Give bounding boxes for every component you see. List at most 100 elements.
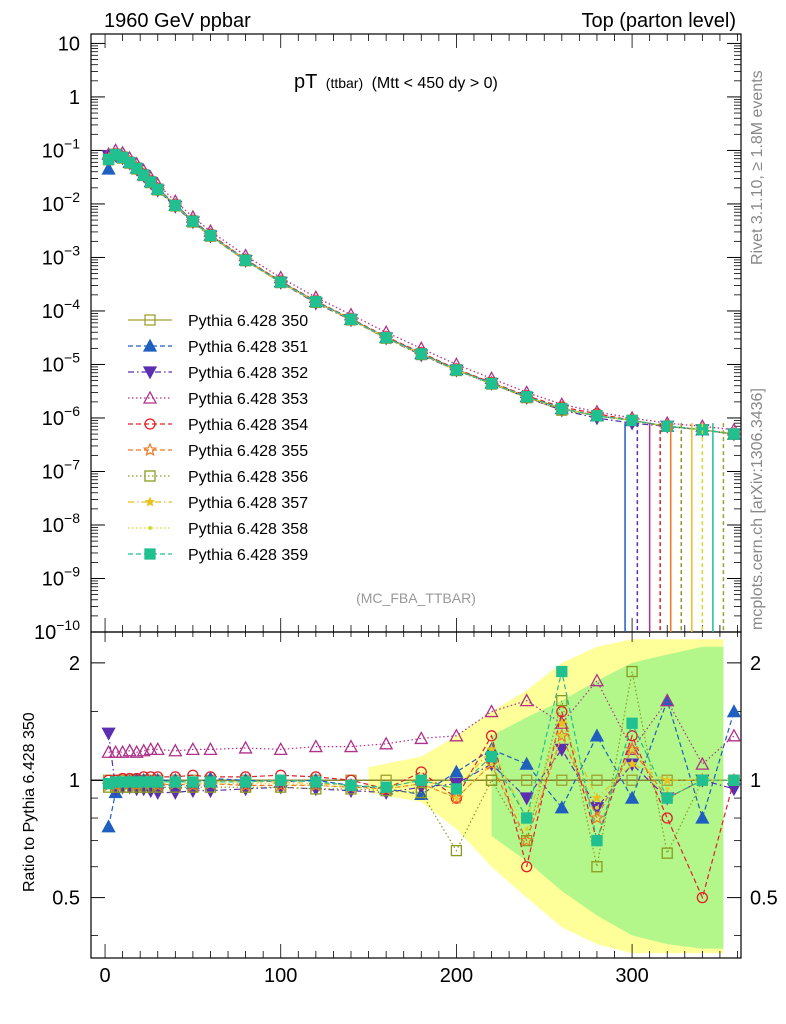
ratio-point-359: [728, 774, 740, 786]
main-y-tick-label: 10−2: [42, 189, 80, 216]
rivet-version-label: Rivet 3.1.10, ≥ 1.8M events: [749, 70, 766, 265]
ratio-point-357: [556, 717, 568, 728]
ratio-point-352: [519, 792, 534, 806]
legend-entry-351: Pythia 6.428 351: [128, 338, 308, 356]
ratio-point-353: [449, 728, 464, 742]
ratio-line-353: [108, 679, 735, 766]
ratio-line-352: [108, 733, 735, 809]
ratio-point-357: [591, 792, 603, 803]
mcplots-label: mcplots.cern.ch [arXiv:1306.3436]: [749, 388, 766, 630]
main-point-359: [239, 254, 252, 266]
ratio-point-359: [380, 781, 392, 793]
legend-label: Pythia 6.428 359: [188, 547, 308, 564]
x-tick-label: 0: [99, 965, 110, 987]
ratio-point-352: [554, 743, 569, 757]
ratio-point-353: [143, 742, 158, 756]
legend: Pythia 6.428 350 Pythia 6.428 351 Pythia 6…: [128, 313, 308, 564]
ratio-point-359: [345, 779, 357, 792]
ratio-series-layer: [101, 665, 742, 904]
main-axes: 10−10 10−9 10−8 10−7 10−6 10−5 10−4 10−3 10−2 10−…: [34, 33, 741, 644]
legend-marker: [142, 390, 158, 404]
ratio-panel-frame: [90, 631, 742, 959]
legend-marker: [144, 418, 156, 430]
legend-marker: [144, 548, 156, 560]
ratio-point-351: [695, 810, 710, 824]
ratio-point-351: [589, 728, 605, 742]
main-point-359: [415, 348, 427, 360]
main-point-359: [556, 402, 568, 415]
legend-label: Pythia 6.428 352: [188, 365, 308, 382]
main-point-359: [485, 377, 498, 390]
ratio-point-354: [485, 730, 498, 742]
ratio-point-354: [661, 812, 673, 824]
plot-title-main: pT: [294, 71, 317, 93]
ratio-point-355: [449, 790, 464, 805]
ratio-y-axis-label: Ratio to Pythia 6.428 350: [21, 712, 38, 892]
ratio-point-356: [521, 834, 533, 847]
ratio-point-356: [556, 695, 568, 707]
ratio-point-353: [624, 742, 640, 756]
ratio-point-359: [169, 776, 181, 788]
main-point-359: [138, 169, 150, 181]
ratio-point-357: [661, 774, 673, 785]
legend-marker: [142, 338, 158, 352]
ratio-point-358: [489, 762, 494, 767]
main-point-359: [626, 414, 638, 427]
ratio-point-353: [519, 693, 534, 707]
main-point-359: [123, 156, 136, 169]
main-line-353: [108, 149, 735, 431]
main-y-tick-label: 10−9: [42, 563, 80, 590]
ratio-point-359: [661, 792, 673, 804]
main-y-tick-label: 10−7: [42, 456, 80, 483]
ratio-point-354: [626, 730, 638, 742]
ratio-point-359: [521, 812, 533, 824]
ratio-point-353: [660, 693, 675, 707]
ratio-point-356: [661, 847, 673, 859]
ratio-point-351: [624, 790, 640, 804]
ratio-point-358: [594, 805, 599, 810]
ratio-y-tick-label-left: 0.5: [52, 888, 80, 910]
main-point-359: [521, 391, 533, 403]
legend-label: Pythia 6.428 353: [188, 391, 308, 408]
ratio-point-350: [591, 774, 603, 786]
ratio-point-359: [204, 776, 217, 788]
main-series-layer: [101, 143, 742, 632]
ratio-y-tick-label-right: 0.5: [750, 888, 778, 910]
ratio-point-359: [450, 783, 463, 795]
ratio-point-356: [450, 844, 463, 857]
ratio-y-tick-label-left: 1: [69, 770, 80, 792]
ratio-point-356: [485, 774, 498, 786]
main-point-359: [187, 215, 199, 227]
ratio-point-353: [185, 742, 200, 756]
ratio-point-359: [626, 717, 638, 729]
ratio-point-353: [589, 673, 605, 687]
main-point-351: [101, 161, 116, 175]
ratio-point-352: [101, 727, 116, 741]
main-point-359: [345, 313, 357, 325]
ratio-point-353: [484, 704, 499, 718]
plot-title: pT (ttbar) (Mtt < 450 dy > 0): [294, 71, 498, 93]
ratio-point-353: [273, 742, 288, 756]
legend-entry-357: Pythia 6.428 357: [128, 495, 308, 512]
ratio-y-tick-label-left: 2: [69, 653, 80, 675]
ratio-point-353: [238, 740, 253, 754]
ratio-point-354: [696, 891, 709, 904]
main-y-tick-label: 1: [69, 87, 80, 109]
ratio-point-358: [665, 786, 670, 791]
ratio-point-356: [591, 861, 603, 873]
header-left-label: 1960 GeV ppbar: [104, 10, 251, 32]
main-point-359: [380, 332, 392, 344]
ratio-point-358: [524, 826, 529, 831]
ratio-y-tick-label-right: 2: [750, 653, 761, 675]
plot-title-small: (ttbar): [326, 75, 363, 91]
main-point-359: [169, 199, 181, 212]
ratio-point-359: [187, 776, 199, 788]
ratio-point-350: [626, 774, 638, 786]
ratio-point-353: [108, 744, 123, 758]
ratio-point-359: [556, 665, 568, 678]
legend-label: Pythia 6.428 358: [188, 521, 308, 538]
legend-entry-353: Pythia 6.428 353: [128, 390, 308, 408]
main-y-tick-label: 10−8: [42, 510, 80, 537]
ratio-point-354: [556, 705, 568, 718]
